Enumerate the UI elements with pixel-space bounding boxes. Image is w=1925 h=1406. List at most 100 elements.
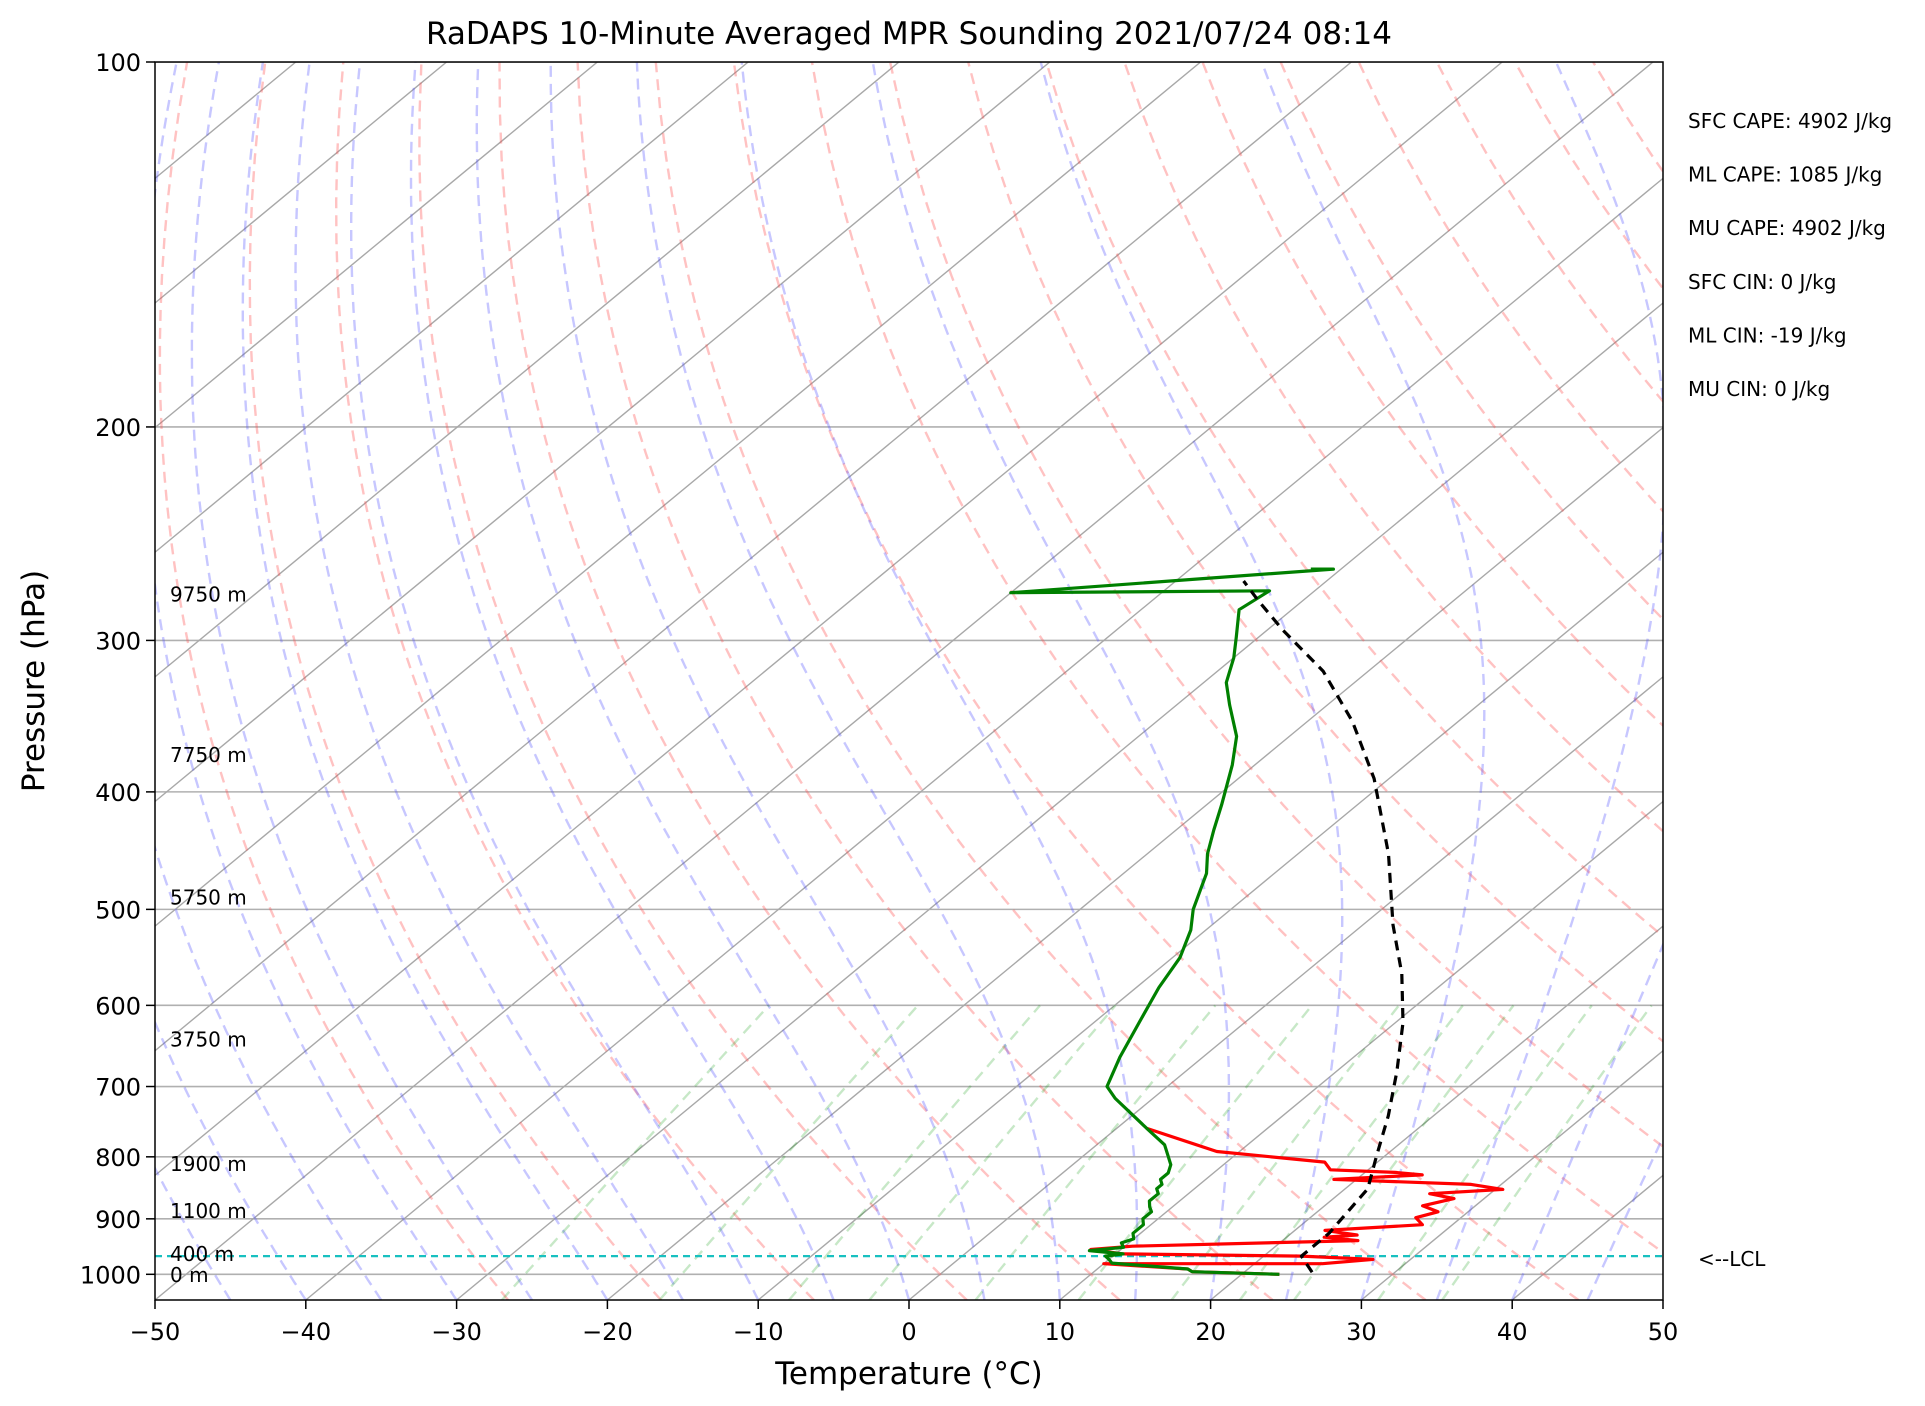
- chart-title: RaDAPS 10-Minute Averaged MPR Sounding 2…: [426, 16, 1392, 52]
- isotherm: [155, 62, 1654, 1300]
- dewpoint-trace: [1009, 567, 1335, 1276]
- parcel-trace: [1242, 580, 1405, 1274]
- x-tick-label: 0: [901, 1318, 916, 1346]
- y-tick-label: 400: [95, 779, 141, 807]
- dry-adiabat: [1279, 62, 1663, 621]
- index-text: MU CAPE: 4902 J/kg: [1688, 216, 1886, 240]
- mixing-ratio-line: [658, 1004, 919, 1300]
- index-text: SFC CAPE: 4902 J/kg: [1688, 109, 1892, 133]
- dry-adiabat: [418, 62, 968, 1300]
- x-tick-label: 10: [1045, 1318, 1076, 1346]
- moist-adiabat: [155, 843, 383, 1300]
- isotherm: [155, 62, 900, 678]
- y-tick-label: 200: [95, 414, 141, 442]
- isotherm: [908, 675, 1663, 1300]
- index-text: MU CIN: 0 J/kg: [1688, 377, 1830, 401]
- x-tick-label: 20: [1195, 1318, 1226, 1346]
- isotherm: [1210, 925, 1663, 1300]
- moist-adiabat: [155, 62, 458, 1300]
- dry-adiabat: [967, 62, 1663, 1043]
- skewed-isotherms: [155, 62, 1663, 1300]
- moist-adiabats: [155, 62, 1663, 1300]
- x-axis-label: Temperature (°C): [774, 1356, 1043, 1392]
- x-tick-label: −40: [280, 1318, 331, 1346]
- moist-adiabat: [190, 62, 534, 1300]
- moist-adiabat: [475, 62, 911, 1300]
- isotherm: [155, 62, 1503, 1177]
- height-labels: 9750 m 7750 m 5750 m 3750 m 1900 m 1100 m 400 …: [170, 583, 247, 1287]
- isotherm: [305, 177, 1663, 1300]
- mixing-ratio-line: [868, 1004, 1117, 1300]
- sounding-traces: [1009, 567, 1505, 1276]
- y-tick-label: 1000: [80, 1261, 141, 1289]
- y-tick-label: 900: [95, 1206, 141, 1234]
- stability-indices: SFC CAPE: 4902 J/kg ML CAPE: 1085 J/kg MU …: [1688, 109, 1892, 401]
- isotherm: [757, 551, 1663, 1300]
- lcl-label: <--LCL: [1698, 1247, 1766, 1271]
- dry-adiabat: [576, 62, 1274, 1300]
- pressure-gridlines: [155, 62, 1663, 1276]
- moist-adiabat: [155, 1165, 232, 1300]
- moist-adiabat: [1260, 62, 1486, 1300]
- mixing-ratio-line: [1077, 1004, 1313, 1300]
- isotherm: [155, 62, 1352, 1052]
- x-tick-label: 40: [1497, 1318, 1528, 1346]
- height-label: 5750 m: [170, 886, 247, 910]
- moist-adiabat: [409, 62, 835, 1300]
- mixing-ratio-line: [1238, 1004, 1464, 1300]
- mixing-ratio-line: [788, 1004, 1041, 1300]
- isotherm: [1360, 1049, 1663, 1300]
- height-label: 3750 m: [170, 1027, 247, 1051]
- height-label: 1100 m: [170, 1199, 247, 1223]
- moist-adiabat: [1435, 62, 1663, 1300]
- y-axis-ticks: 100 200 300 400 500 600 700 800 900 1000: [80, 49, 155, 1289]
- x-tick-label: −50: [130, 1318, 181, 1346]
- mixing-ratio-lines: [501, 1004, 1653, 1300]
- isotherm: [155, 62, 749, 554]
- height-label: 9750 m: [170, 583, 247, 607]
- isotherm: [155, 62, 1051, 803]
- dry-adiabat: [498, 62, 1121, 1300]
- mixing-ratio-line: [974, 1004, 1217, 1300]
- dry-adiabat: [248, 62, 662, 1300]
- moist-adiabat: [241, 62, 609, 1300]
- height-label: 1900 m: [170, 1152, 247, 1176]
- x-tick-label: 50: [1648, 1318, 1679, 1346]
- moist-adiabat: [635, 62, 1061, 1300]
- index-text: ML CAPE: 1085 J/kg: [1688, 163, 1882, 187]
- dry-adiabats: [158, 62, 1663, 1300]
- x-tick-label: −20: [582, 1318, 633, 1346]
- mixing-ratio-line: [1170, 1004, 1400, 1300]
- x-tick-label: 30: [1346, 1318, 1377, 1346]
- dry-adiabat: [1201, 62, 1663, 728]
- isotherm: [155, 62, 448, 304]
- isotherm: [456, 302, 1663, 1300]
- y-tick-label: 600: [95, 992, 141, 1020]
- dry-adiabat: [732, 62, 1580, 1300]
- index-text: SFC CIN: 0 J/kg: [1688, 270, 1836, 294]
- y-tick-label: 300: [95, 627, 141, 655]
- dry-adiabat: [888, 62, 1663, 1149]
- moist-adiabat: [549, 62, 986, 1300]
- index-text: ML CIN: -19 J/kg: [1688, 323, 1847, 347]
- moist-adiabat: [1586, 1134, 1663, 1300]
- dry-adiabat: [158, 62, 510, 1300]
- isotherm: [606, 426, 1663, 1300]
- moist-adiabat: [1511, 941, 1663, 1300]
- temperature-trace: [1089, 1126, 1505, 1276]
- isotherm: [155, 62, 1202, 928]
- moist-adiabat: [740, 62, 1139, 1300]
- height-label: 0 m: [170, 1263, 209, 1287]
- mixing-ratio-line: [1293, 1004, 1515, 1300]
- mixing-ratio-line: [501, 1004, 770, 1300]
- moist-adiabat: [871, 62, 1231, 1300]
- y-tick-label: 700: [95, 1074, 141, 1102]
- x-axis-ticks: −50 −40 −30 −20 −10 0 10 20 30 40 50: [130, 1300, 1679, 1346]
- dry-adiabat: [654, 62, 1427, 1300]
- y-axis-label: Pressure (hPa): [16, 570, 52, 792]
- moist-adiabat: [1039, 62, 1344, 1300]
- y-tick-label: 500: [95, 896, 141, 924]
- dry-adiabat: [810, 62, 1663, 1254]
- dry-adiabat: [334, 62, 815, 1300]
